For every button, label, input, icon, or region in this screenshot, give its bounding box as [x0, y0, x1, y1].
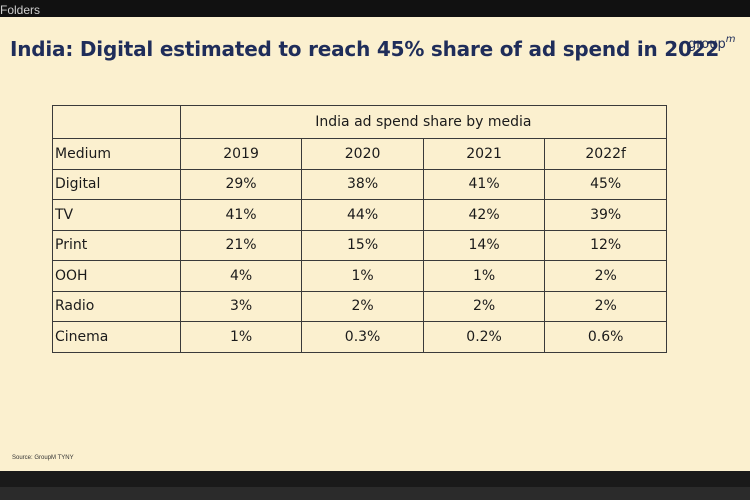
column-header: 2022f	[544, 138, 667, 170]
groupm-logo: groupm	[688, 34, 736, 52]
table-cell: 12%	[544, 229, 667, 261]
table-row: Radio 3% 2% 2% 2%	[52, 290, 667, 322]
table-cell: 1%	[422, 260, 546, 292]
bottom-bar	[0, 471, 750, 500]
table-cell: 15%	[301, 229, 424, 261]
table-cell: 2%	[544, 260, 667, 292]
table-group-header-row: India ad spend share by media	[52, 105, 668, 139]
row-label: Digital	[52, 168, 181, 200]
table-cell: 14%	[422, 229, 546, 261]
table-cell: 38%	[301, 168, 424, 200]
bottom-bar-edge	[0, 487, 750, 500]
table-cell: 21%	[179, 229, 303, 261]
table-cell: 44%	[301, 199, 424, 231]
top-bar: Folders	[0, 0, 750, 17]
table-cell: 45%	[544, 168, 667, 200]
table-row: OOH 4% 1% 1% 2%	[52, 260, 667, 292]
table-row: TV 41% 44% 42% 39%	[52, 199, 667, 231]
presentation-slide: India: Digital estimated to reach 45% sh…	[0, 17, 750, 471]
row-label: Radio	[52, 290, 181, 322]
row-label: Cinema	[52, 321, 181, 353]
table-cell: 0.2%	[422, 321, 546, 353]
table-row: Print 21% 15% 14% 12%	[52, 229, 667, 261]
column-header: 2021	[422, 138, 546, 170]
column-header: Medium	[52, 138, 181, 170]
table-cell: 41%	[179, 199, 303, 231]
table-row: Cinema 1% 0.3% 0.2% 0.6%	[52, 321, 667, 353]
logo-superscript: m	[725, 34, 736, 45]
column-header: 2019	[179, 138, 303, 170]
table-cell: 42%	[422, 199, 546, 231]
table-cell: 2%	[422, 290, 546, 322]
table-cell: 29%	[179, 168, 303, 200]
slide-title: India: Digital estimated to reach 45% sh…	[10, 37, 720, 61]
table-cell: 3%	[179, 290, 303, 322]
row-label: OOH	[52, 260, 181, 292]
table-row: Digital 29% 38% 41% 45%	[52, 168, 667, 200]
table-cell: 0.3%	[301, 321, 424, 353]
logo-text: group	[688, 37, 726, 52]
table-cell: 39%	[544, 199, 667, 231]
source-note: Source: GroupM TYNY	[12, 455, 74, 461]
table-cell: 0.6%	[544, 321, 667, 353]
table-cell: 1%	[179, 321, 303, 353]
table-cell: 41%	[422, 168, 546, 200]
row-label: Print	[52, 229, 181, 261]
column-header: 2020	[301, 138, 424, 170]
table-cell: 4%	[179, 260, 303, 292]
table-group-header: India ad spend share by media	[179, 105, 668, 139]
ad-spend-table: India ad spend share by media Medium 201…	[52, 105, 668, 353]
folders-label[interactable]: Folders	[0, 3, 41, 17]
table-cell: 2%	[544, 290, 667, 322]
table-header-row: Medium 2019 2020 2021 2022f	[52, 138, 667, 170]
table-cell: 2%	[301, 290, 424, 322]
table-cell: 1%	[301, 260, 424, 292]
table-corner-cell	[52, 105, 181, 139]
row-label: TV	[52, 199, 181, 231]
